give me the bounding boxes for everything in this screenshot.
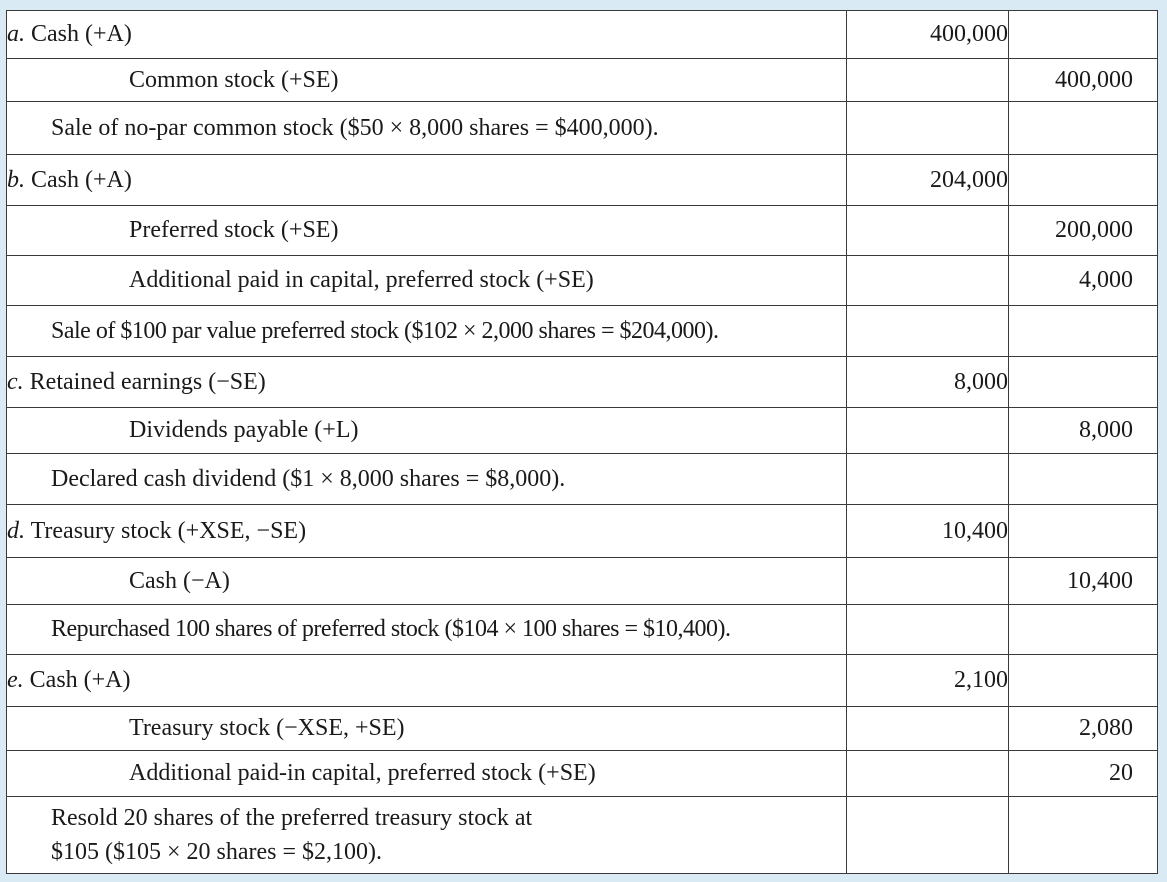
debit-row: a. Cash (+A) 400,000 [6,10,1158,59]
credit-account: Dividends payable (+L) [6,407,847,454]
debit-amount-empty [846,604,1009,655]
debit-row: c. Retained earnings (−SE) 8,000 [6,356,1158,408]
credit-amount-empty [1008,453,1158,505]
debit-row: b. Cash (+A) 204,000 [6,154,1158,206]
debit-amount: 10,400 [846,504,1009,558]
debit-amount: 2,100 [846,654,1009,707]
debit-amount-empty [846,255,1009,306]
credit-amount-empty [1008,356,1158,408]
explanation-row: Resold 20 shares of the preferred treasu… [6,796,1158,874]
debit-amount-empty [846,305,1009,357]
debit-amount-empty [846,750,1009,797]
entry-explanation: Sale of no-par common stock ($50 × 8,000… [6,101,847,155]
credit-amount-empty [1008,654,1158,707]
debit-account-cell: d. Treasury stock (+XSE, −SE) [6,504,847,558]
credit-row: Dividends payable (+L) 8,000 [6,407,1158,454]
credit-account: Cash (−A) [6,557,847,605]
explanation-line: $105 ($105 × 20 shares = $2,100). [51,839,383,865]
journal-entries-sheet: a. Cash (+A) 400,000 Common stock (+SE) … [6,10,1158,874]
debit-account: Treasury stock (+XSE, −SE) [30,517,307,544]
credit-amount: 2,080 [1008,706,1158,751]
credit-amount-empty [1008,796,1158,874]
entry-explanation: Sale of $100 par value preferred stock (… [6,305,847,357]
credit-amount-empty [1008,10,1158,59]
credit-row: Common stock (+SE) 400,000 [6,58,1158,102]
explanation-row: Declared cash dividend ($1 × 8,000 share… [6,453,1158,505]
credit-amount-empty [1008,154,1158,206]
debit-amount-empty [846,796,1009,874]
entry-explanation: Resold 20 shares of the preferred treasu… [6,796,847,874]
credit-account: Treasury stock (−XSE, +SE) [6,706,847,751]
debit-amount: 204,000 [846,154,1009,206]
debit-account-cell: c. Retained earnings (−SE) [6,356,847,408]
debit-amount-empty [846,58,1009,102]
entry-letter: a. [7,21,26,47]
debit-account: Cash (+A) [31,166,132,193]
debit-amount-empty [846,101,1009,155]
credit-amount: 20 [1008,750,1158,797]
debit-row: e. Cash (+A) 2,100 [6,654,1158,707]
debit-amount-empty [846,557,1009,605]
credit-account: Additional paid-in capital, preferred st… [6,750,847,797]
debit-row: d. Treasury stock (+XSE, −SE) 10,400 [6,504,1158,558]
credit-amount: 10,400 [1008,557,1158,605]
debit-amount-empty [846,407,1009,454]
debit-account: Cash (+A) [29,667,131,693]
explanation-row: Repurchased 100 shares of preferred stoc… [6,604,1158,655]
debit-account-cell: b. Cash (+A) [6,154,847,206]
credit-amount: 8,000 [1008,407,1158,454]
entry-letter: d. [7,517,26,544]
credit-row: Cash (−A) 10,400 [6,557,1158,605]
entry-explanation: Declared cash dividend ($1 × 8,000 share… [6,453,847,505]
credit-account: Common stock (+SE) [6,58,847,102]
credit-amount-empty [1008,504,1158,558]
debit-amount: 400,000 [846,10,1009,59]
credit-account: Additional paid in capital, preferred st… [6,255,847,306]
debit-account-cell: a. Cash (+A) [6,10,847,59]
credit-row: Additional paid in capital, preferred st… [6,255,1158,306]
credit-row: Additional paid-in capital, preferred st… [6,750,1158,797]
debit-amount-empty [846,453,1009,505]
credit-account: Preferred stock (+SE) [6,205,847,256]
explanation-row: Sale of $100 par value preferred stock (… [6,305,1158,357]
entry-letter: b. [7,166,26,193]
explanation-line: Resold 20 shares of the preferred treasu… [51,805,533,831]
entry-explanation: Repurchased 100 shares of preferred stoc… [6,604,847,655]
credit-amount-empty [1008,101,1158,155]
debit-amount: 8,000 [846,356,1009,408]
debit-amount-empty [846,706,1009,751]
debit-account-cell: e. Cash (+A) [6,654,847,707]
explanation-row: Sale of no-par common stock ($50 × 8,000… [6,101,1158,155]
credit-amount: 4,000 [1008,255,1158,306]
credit-amount-empty [1008,604,1158,655]
credit-row: Treasury stock (−XSE, +SE) 2,080 [6,706,1158,751]
credit-amount: 400,000 [1008,58,1158,102]
credit-amount: 200,000 [1008,205,1158,256]
credit-row: Preferred stock (+SE) 200,000 [6,205,1158,256]
credit-amount-empty [1008,305,1158,357]
journal-entries-table: a. Cash (+A) 400,000 Common stock (+SE) … [6,10,1158,874]
debit-amount-empty [846,205,1009,256]
debit-account: Cash (+A) [31,21,132,47]
debit-account: Retained earnings (−SE) [29,368,266,395]
entry-letter: c. [7,368,24,395]
entry-letter: e. [7,667,24,693]
